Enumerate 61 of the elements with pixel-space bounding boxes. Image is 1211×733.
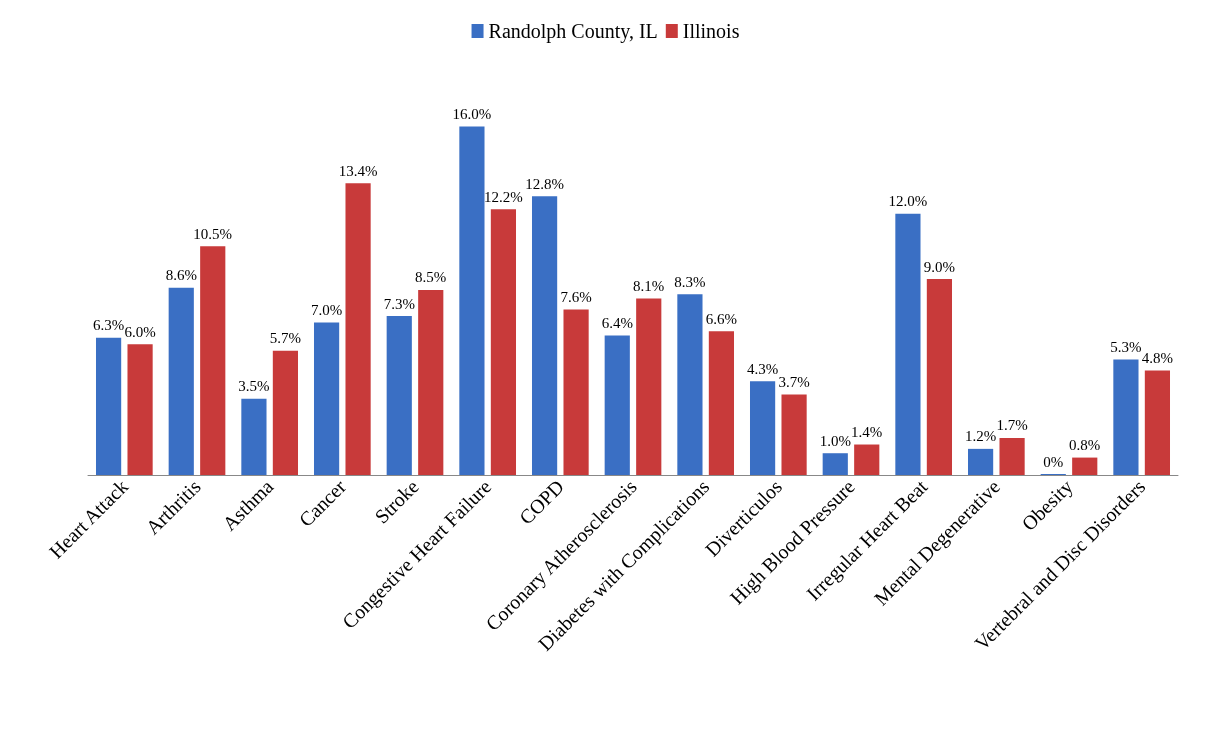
data-label: 1.4%	[851, 424, 883, 441]
data-label: 7.6%	[560, 288, 592, 305]
data-label: 8.3%	[674, 273, 706, 290]
bar	[563, 309, 589, 475]
bar	[241, 398, 267, 475]
bar	[926, 279, 953, 475]
legend-label: Randolph County, IL	[488, 20, 658, 43]
bar	[168, 287, 194, 475]
data-label: 6.4%	[601, 315, 633, 332]
data-label: 8.5%	[415, 269, 447, 286]
data-label: 6.6%	[705, 310, 738, 327]
data-label: 6.3%	[92, 317, 125, 334]
bar	[1113, 359, 1139, 475]
bar	[1072, 457, 1098, 475]
bar	[604, 335, 630, 475]
data-label: 7.3%	[383, 295, 415, 312]
data-label: 5.7%	[269, 330, 302, 347]
data-label: 7.0%	[310, 302, 343, 319]
data-label: 1.7%	[996, 417, 1028, 434]
bar	[490, 209, 517, 475]
bar	[200, 246, 226, 475]
bar	[345, 183, 371, 475]
bar	[386, 316, 412, 475]
data-label: 8.6%	[165, 267, 197, 284]
data-label: 9.0%	[923, 258, 956, 275]
bar	[272, 350, 299, 475]
data-label: 8.1%	[633, 278, 665, 295]
bar	[999, 437, 1025, 475]
data-label: 1.2%	[964, 428, 997, 445]
bar	[781, 394, 807, 475]
bar	[677, 294, 703, 475]
data-label: 0%	[1043, 453, 1064, 470]
data-label: 12.8%	[525, 175, 564, 192]
bar	[95, 337, 122, 475]
data-label: 1.0%	[819, 432, 851, 449]
bar	[418, 289, 444, 475]
data-label: 12.2%	[484, 188, 523, 205]
bar	[967, 448, 994, 475]
bar	[749, 381, 776, 475]
bar	[895, 213, 921, 475]
legend-label: Illinois	[682, 20, 740, 42]
data-label: 10.5%	[193, 225, 233, 242]
bar	[854, 444, 880, 475]
bar	[636, 298, 662, 475]
data-label: 5.3%	[1110, 339, 1142, 356]
data-label: 3.5%	[238, 378, 270, 395]
data-label: 16.0%	[452, 106, 492, 123]
bar	[531, 196, 558, 475]
bar	[459, 126, 485, 475]
data-label: 6.0%	[124, 323, 156, 340]
bar	[127, 344, 153, 475]
data-label: 3.7%	[778, 373, 810, 390]
data-label: 4.3%	[746, 360, 779, 377]
bar	[313, 322, 340, 475]
data-label: 13.4%	[338, 162, 378, 179]
data-label: 0.8%	[1069, 437, 1101, 454]
bar	[1144, 370, 1171, 475]
bar	[822, 453, 848, 475]
data-label: 4.8%	[1141, 349, 1174, 366]
data-label: 12.0%	[888, 193, 928, 210]
bar	[708, 331, 735, 475]
